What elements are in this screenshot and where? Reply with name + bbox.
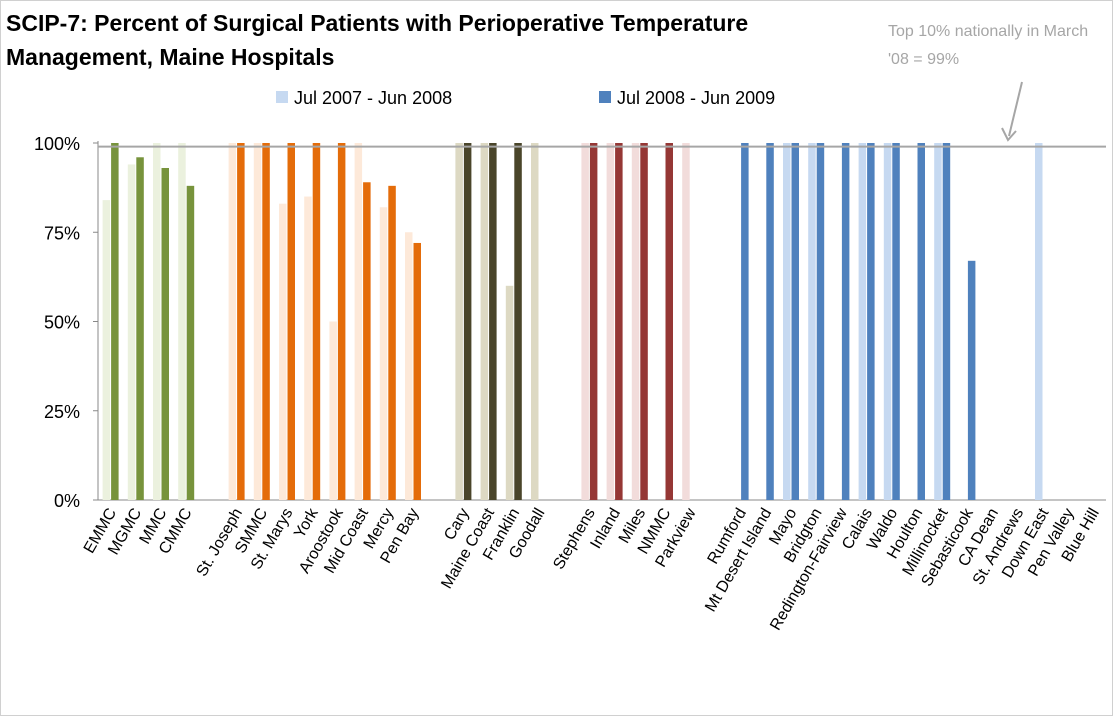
bar (127, 164, 136, 501)
bar (615, 143, 623, 500)
bar (379, 207, 388, 500)
bar (178, 143, 186, 500)
y-tick-label: 0% (54, 491, 80, 511)
annotation: Top 10% nationally in March '08 = 99% (888, 23, 1089, 68)
bar (304, 196, 312, 501)
bar (682, 143, 690, 500)
bar (413, 242, 421, 500)
bar (791, 143, 799, 500)
legend-label: Jul 2008 - Jun 2009 (617, 88, 775, 108)
bar (581, 143, 589, 500)
bar (111, 143, 119, 500)
bar (480, 143, 489, 500)
bar (816, 143, 825, 500)
bar (766, 143, 774, 500)
bar (287, 143, 295, 500)
bar (589, 143, 598, 500)
bar (665, 143, 673, 500)
bar (1035, 143, 1043, 500)
bar (640, 143, 648, 500)
bar (892, 143, 900, 500)
bar (102, 200, 111, 500)
bar (841, 143, 850, 500)
y-tick-label: 25% (44, 402, 80, 422)
bar (808, 143, 816, 500)
bar (883, 143, 892, 500)
y-tick-label: 75% (44, 223, 80, 243)
bar (186, 185, 195, 500)
bar (631, 143, 640, 500)
bar (463, 143, 472, 500)
bar (783, 143, 791, 500)
bar (161, 167, 169, 501)
bar (942, 143, 951, 500)
bar (329, 321, 337, 500)
bar (354, 143, 363, 500)
y-tick-label: 100% (34, 134, 80, 154)
bar (262, 143, 270, 500)
bar (237, 143, 245, 500)
bar (279, 203, 287, 500)
bar (337, 143, 346, 500)
bar (934, 143, 942, 500)
annotation-arrow (1008, 81, 1023, 137)
bar (606, 143, 615, 500)
y-tick-label: 50% (44, 313, 80, 333)
bar (505, 285, 514, 500)
bar (253, 143, 262, 500)
legend-label: Jul 2007 - Jun 2008 (294, 88, 452, 108)
bar (455, 143, 463, 500)
bar (967, 260, 976, 500)
bar (741, 143, 749, 500)
bar (363, 182, 371, 500)
chart-title: SCIP-7: Percent of Surgical Patients wit… (6, 10, 749, 70)
bar (388, 185, 396, 500)
bar (136, 157, 144, 500)
annotation-arrowhead (1001, 127, 1017, 142)
bar (228, 143, 237, 500)
bar (917, 143, 925, 500)
bar (867, 143, 875, 500)
legend-swatch (276, 91, 288, 103)
bar (531, 143, 539, 500)
bar (858, 143, 867, 500)
bar (489, 143, 497, 500)
bar (405, 232, 413, 500)
bar (514, 143, 522, 500)
bar (312, 143, 321, 500)
bar (153, 143, 161, 500)
legend-swatch (599, 91, 611, 103)
